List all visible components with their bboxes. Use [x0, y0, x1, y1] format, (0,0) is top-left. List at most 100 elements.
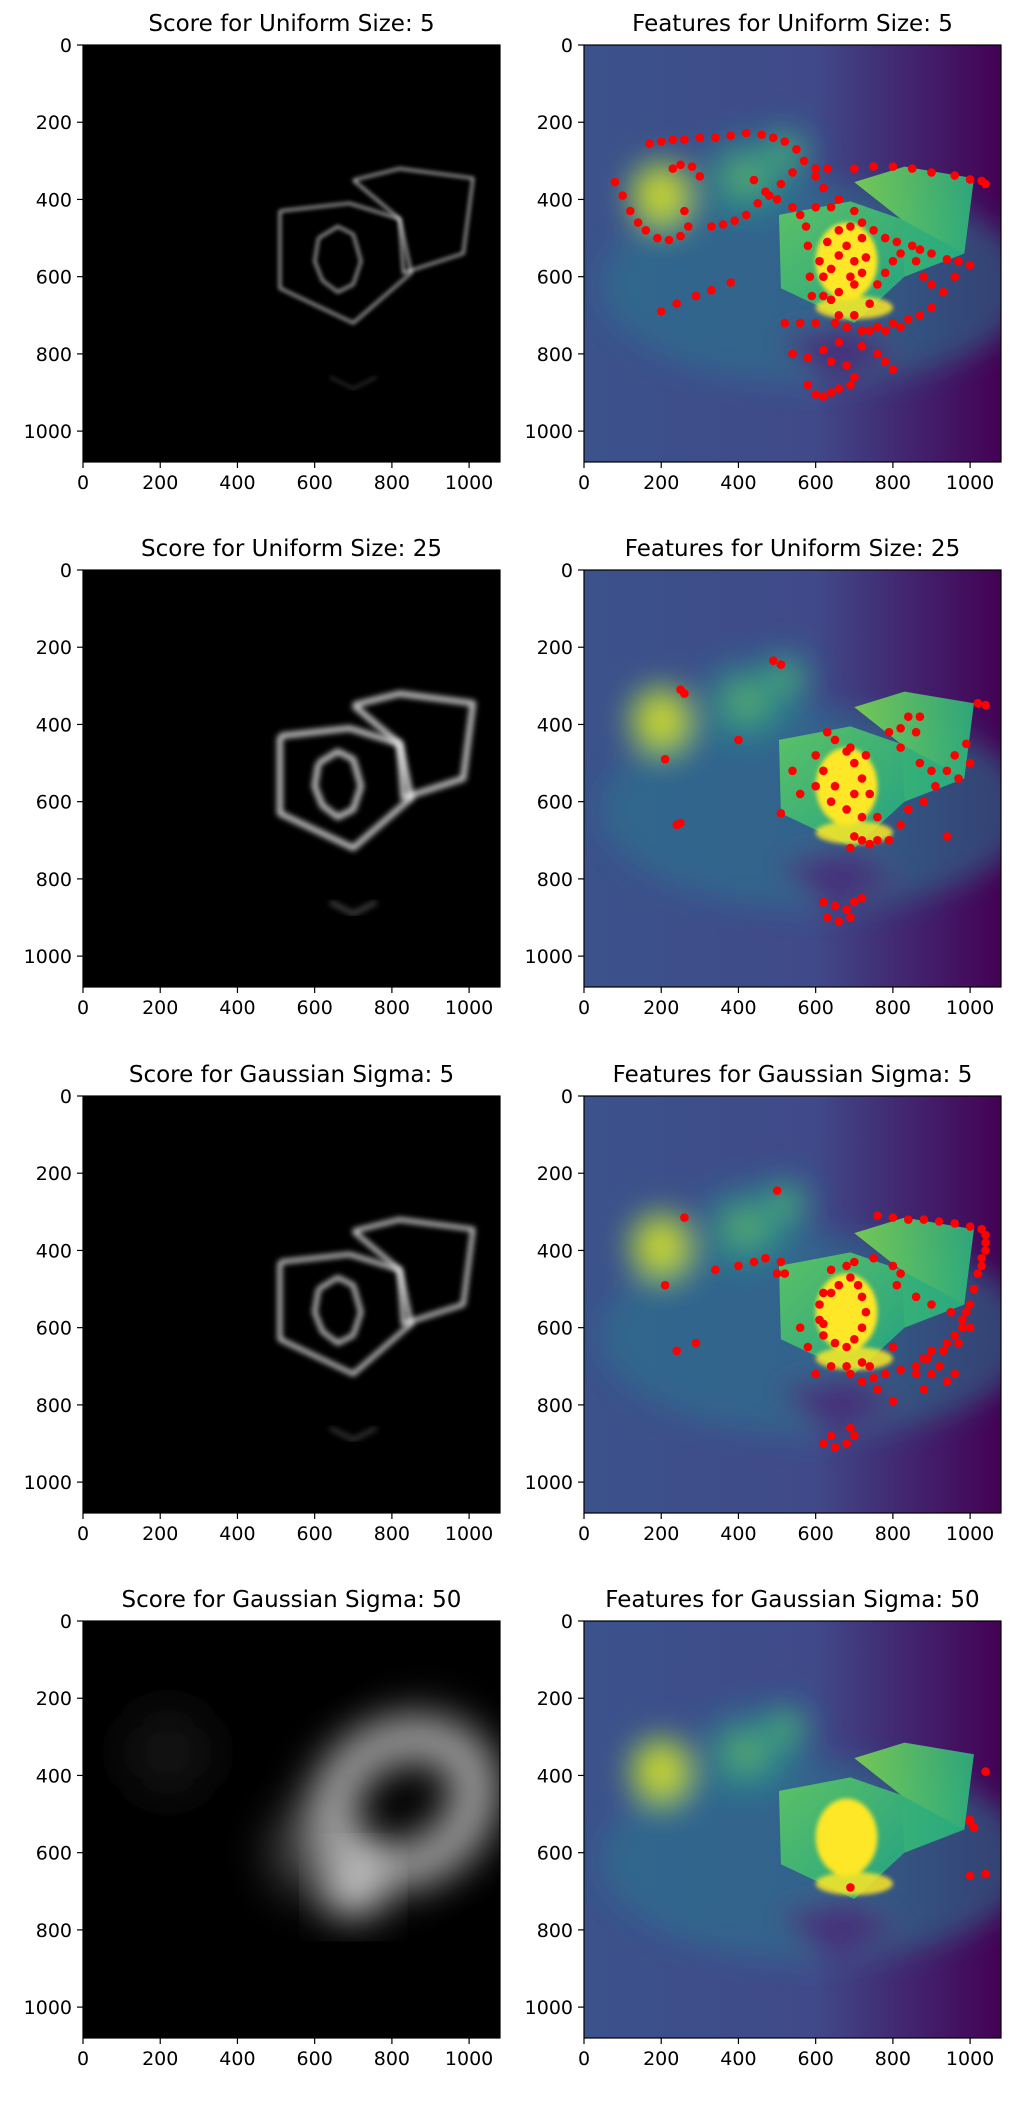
- feature-point: [873, 1385, 882, 1394]
- x-tick-label: 1000: [946, 1523, 994, 1545]
- x-tick-label: 400: [720, 997, 756, 1019]
- feature-point: [888, 318, 898, 328]
- feature-point: [672, 1346, 681, 1356]
- y-tick-label: 1000: [24, 946, 72, 968]
- feature-point: [830, 735, 840, 745]
- panel-6: Features for Gaussian Sigma: 5 0 200 400 600…: [525, 1062, 1002, 1545]
- feature-point: [826, 1362, 836, 1371]
- feature-point: [805, 272, 815, 281]
- feature-point: [734, 735, 743, 745]
- feature-point: [645, 139, 654, 148]
- feature-point: [826, 202, 836, 212]
- feature-point: [834, 917, 844, 926]
- feature-point: [819, 1288, 828, 1298]
- feature-point: [927, 766, 936, 776]
- feature-point: [962, 739, 971, 749]
- feature-point: [850, 1431, 859, 1441]
- feature-point: [730, 216, 739, 225]
- y-tick-label: 800: [36, 869, 72, 891]
- feature-point: [861, 751, 871, 760]
- x-tick-label: 400: [720, 2048, 756, 2070]
- feature-point: [919, 1215, 929, 1224]
- feature-point: [819, 345, 828, 355]
- feature-point: [811, 1369, 820, 1379]
- x-tick-label: 0: [578, 472, 590, 494]
- y-tick-label: 200: [537, 1163, 573, 1185]
- score-haze: [268, 1806, 361, 1899]
- feature-point: [610, 177, 620, 187]
- chart-title: Score for Gaussian Sigma: 50: [122, 1587, 462, 1613]
- y-tick-label: 400: [36, 1765, 72, 1787]
- plot-frame: [583, 44, 1002, 463]
- y-tick-label: 800: [36, 1920, 72, 1942]
- feature-point: [846, 913, 855, 922]
- feature-point: [846, 1423, 855, 1433]
- feature-point: [981, 179, 990, 189]
- x-tick-label: 600: [798, 997, 834, 1019]
- feature-point: [842, 905, 851, 915]
- x-tick-label: 600: [297, 472, 333, 494]
- x-tick-label: 0: [77, 1523, 89, 1545]
- feature-point: [691, 1338, 701, 1348]
- panel-4: Features for Uniform Size: 25 0 200 400 600 8…: [525, 536, 1002, 1019]
- feature-point: [830, 1338, 840, 1348]
- y-tick-label: 200: [36, 1163, 72, 1185]
- feature-point: [938, 287, 948, 297]
- x-tick-label: 800: [875, 1523, 911, 1545]
- feature-point: [927, 1300, 936, 1309]
- feature-point: [823, 727, 832, 737]
- y-tick-label: 400: [36, 189, 72, 211]
- feature-point: [830, 1443, 840, 1452]
- feature-point: [969, 1284, 979, 1294]
- feature-point: [761, 1253, 770, 1263]
- feature-point: [888, 1396, 898, 1406]
- feature-point: [865, 839, 874, 849]
- y-tick-label: 0: [561, 1611, 573, 1633]
- chart-title: Score for Uniform Size: 25: [141, 536, 442, 562]
- feature-point: [981, 1230, 990, 1240]
- feature-point: [823, 237, 832, 247]
- x-tick-label: 1000: [445, 997, 493, 1019]
- edge-response-outline: [278, 202, 413, 325]
- feature-point: [795, 318, 805, 328]
- feature-point: [857, 1358, 867, 1367]
- feature-point: [695, 172, 705, 181]
- feature-point: [633, 218, 643, 227]
- feature-point: [819, 183, 828, 193]
- feature-point: [888, 256, 898, 266]
- feature-point: [981, 1767, 990, 1776]
- feature-point: [857, 893, 867, 903]
- feature-point: [842, 1362, 851, 1371]
- feature-point: [680, 1213, 689, 1222]
- y-tick-label: 0: [60, 1086, 72, 1108]
- feature-point: [911, 256, 921, 266]
- feature-point: [904, 712, 913, 721]
- x-tick-label: 400: [219, 1523, 255, 1545]
- y-tick-label: 600: [537, 1318, 573, 1340]
- feature-point: [753, 199, 763, 208]
- edge-response-outline: [352, 167, 475, 274]
- y-tick-label: 600: [36, 1843, 72, 1865]
- feature-point: [915, 758, 925, 768]
- feature-point: [850, 789, 859, 799]
- feature-point: [934, 1217, 944, 1226]
- feature-point: [846, 1273, 855, 1282]
- feature-point: [942, 1377, 952, 1386]
- feature-point: [842, 1261, 851, 1271]
- x-tick-label: 1000: [946, 997, 994, 1019]
- plot-frame: [583, 1095, 1002, 1514]
- x-tick-label: 200: [643, 997, 679, 1019]
- feature-point: [892, 1280, 902, 1290]
- feature-point: [768, 133, 778, 142]
- feature-point: [931, 781, 940, 791]
- feature-point: [776, 809, 786, 818]
- feature-point: [873, 836, 882, 845]
- feature-point: [965, 1815, 975, 1825]
- x-tick-label: 200: [142, 2048, 178, 2070]
- feature-point: [757, 130, 766, 139]
- feature-point: [869, 226, 878, 235]
- feature-point: [950, 1369, 959, 1379]
- feature-point: [861, 253, 871, 262]
- feature-point: [904, 805, 913, 814]
- feature-point: [842, 805, 851, 814]
